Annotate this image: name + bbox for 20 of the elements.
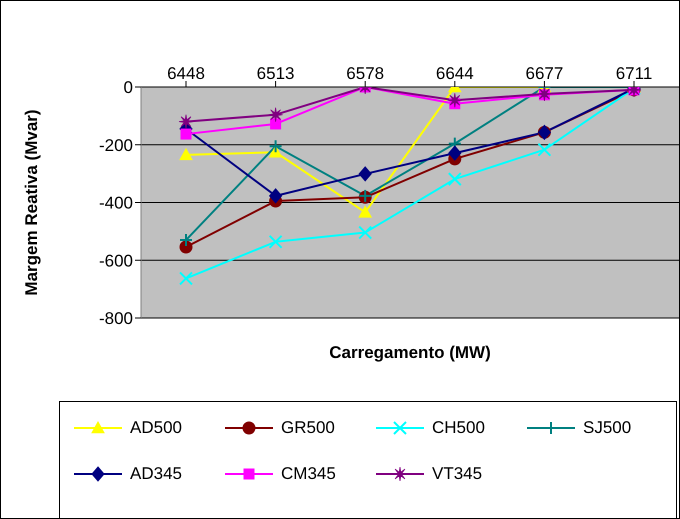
- legend-label: CH500: [432, 418, 485, 438]
- y-tick-label: -400: [98, 194, 133, 213]
- legend-label: SJ500: [583, 418, 632, 438]
- y-tick-label: -200: [98, 136, 133, 155]
- legend-label: AD500: [130, 418, 182, 438]
- x-tick-label: 6677: [525, 64, 564, 83]
- legend-label: AD345: [130, 464, 182, 484]
- x-tick-label: 6711: [616, 64, 652, 83]
- y-tick-label: 0: [124, 78, 133, 98]
- y-tick-label: -600: [98, 251, 133, 270]
- x-tick-label: 6513: [256, 64, 295, 83]
- x-tick-label: 6578: [346, 64, 384, 83]
- x-tick-label: 6644: [436, 64, 474, 83]
- x-axis-title: Carregamento (MW): [328, 343, 492, 363]
- y-tick-label: -800: [98, 309, 133, 328]
- y-axis-title: Margem Reativa (Mvar): [22, 109, 42, 296]
- legend-label: CM345: [281, 464, 336, 484]
- legend-label: VT345: [432, 464, 482, 484]
- legend-label: GR500: [281, 418, 335, 438]
- x-tick-label: 6448: [167, 64, 205, 83]
